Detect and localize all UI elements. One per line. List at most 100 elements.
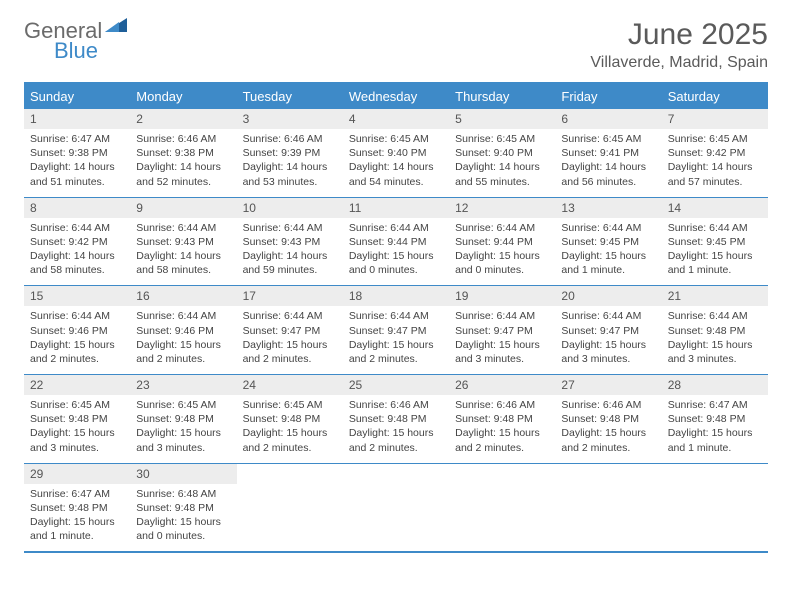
day-cell: 2Sunrise: 6:46 AMSunset: 9:38 PMDaylight…: [130, 109, 236, 197]
day-cell: 26Sunrise: 6:46 AMSunset: 9:48 PMDayligh…: [449, 375, 555, 463]
day-cell: 17Sunrise: 6:44 AMSunset: 9:47 PMDayligh…: [237, 286, 343, 374]
logo-word-2: Blue: [54, 38, 127, 64]
day-cell: 28Sunrise: 6:47 AMSunset: 9:48 PMDayligh…: [662, 375, 768, 463]
day-body: Sunrise: 6:44 AMSunset: 9:44 PMDaylight:…: [343, 218, 449, 286]
week-row: 1Sunrise: 6:47 AMSunset: 9:38 PMDaylight…: [24, 109, 768, 198]
sunrise-text: Sunrise: 6:45 AM: [668, 132, 762, 146]
daylight-text: Daylight: 15 hours and 2 minutes.: [30, 338, 124, 366]
sunrise-text: Sunrise: 6:44 AM: [30, 221, 124, 235]
day-cell: 8Sunrise: 6:44 AMSunset: 9:42 PMDaylight…: [24, 198, 130, 286]
day-body: Sunrise: 6:46 AMSunset: 9:48 PMDaylight:…: [449, 395, 555, 463]
day-number: 29: [24, 464, 130, 484]
day-number: 26: [449, 375, 555, 395]
day-cell: [449, 464, 555, 552]
logo-text: General Blue: [24, 18, 127, 64]
day-cell: 5Sunrise: 6:45 AMSunset: 9:40 PMDaylight…: [449, 109, 555, 197]
sunrise-text: Sunrise: 6:46 AM: [349, 398, 443, 412]
sunrise-text: Sunrise: 6:44 AM: [136, 221, 230, 235]
sunrise-text: Sunrise: 6:44 AM: [136, 309, 230, 323]
day-cell: 15Sunrise: 6:44 AMSunset: 9:46 PMDayligh…: [24, 286, 130, 374]
day-body: Sunrise: 6:45 AMSunset: 9:48 PMDaylight:…: [24, 395, 130, 463]
day-cell: 12Sunrise: 6:44 AMSunset: 9:44 PMDayligh…: [449, 198, 555, 286]
sunset-text: Sunset: 9:48 PM: [668, 324, 762, 338]
day-cell: 10Sunrise: 6:44 AMSunset: 9:43 PMDayligh…: [237, 198, 343, 286]
day-number: 30: [130, 464, 236, 484]
day-cell: 13Sunrise: 6:44 AMSunset: 9:45 PMDayligh…: [555, 198, 661, 286]
day-number: 9: [130, 198, 236, 218]
sunset-text: Sunset: 9:39 PM: [243, 146, 337, 160]
day-number: 17: [237, 286, 343, 306]
daylight-text: Daylight: 15 hours and 0 minutes.: [455, 249, 549, 277]
day-cell: 6Sunrise: 6:45 AMSunset: 9:41 PMDaylight…: [555, 109, 661, 197]
day-number: 10: [237, 198, 343, 218]
logo-triangle-icon: [105, 18, 127, 32]
sunset-text: Sunset: 9:41 PM: [561, 146, 655, 160]
day-number: 7: [662, 109, 768, 129]
day-cell: 22Sunrise: 6:45 AMSunset: 9:48 PMDayligh…: [24, 375, 130, 463]
daylight-text: Daylight: 15 hours and 2 minutes.: [455, 426, 549, 454]
sunset-text: Sunset: 9:48 PM: [349, 412, 443, 426]
sunset-text: Sunset: 9:48 PM: [668, 412, 762, 426]
sunrise-text: Sunrise: 6:45 AM: [243, 398, 337, 412]
day-number: 1: [24, 109, 130, 129]
sunrise-text: Sunrise: 6:44 AM: [349, 309, 443, 323]
day-header: Wednesday: [343, 84, 449, 109]
day-body: Sunrise: 6:45 AMSunset: 9:40 PMDaylight:…: [343, 129, 449, 197]
day-cell: 25Sunrise: 6:46 AMSunset: 9:48 PMDayligh…: [343, 375, 449, 463]
day-cell: 24Sunrise: 6:45 AMSunset: 9:48 PMDayligh…: [237, 375, 343, 463]
week-row: 29Sunrise: 6:47 AMSunset: 9:48 PMDayligh…: [24, 464, 768, 554]
day-cell: 20Sunrise: 6:44 AMSunset: 9:47 PMDayligh…: [555, 286, 661, 374]
sunrise-text: Sunrise: 6:47 AM: [30, 132, 124, 146]
sunrise-text: Sunrise: 6:45 AM: [30, 398, 124, 412]
day-cell: 29Sunrise: 6:47 AMSunset: 9:48 PMDayligh…: [24, 464, 130, 552]
sunrise-text: Sunrise: 6:44 AM: [243, 221, 337, 235]
day-number: 15: [24, 286, 130, 306]
daylight-text: Daylight: 15 hours and 3 minutes.: [455, 338, 549, 366]
day-body: Sunrise: 6:45 AMSunset: 9:40 PMDaylight:…: [449, 129, 555, 197]
day-cell: 23Sunrise: 6:45 AMSunset: 9:48 PMDayligh…: [130, 375, 236, 463]
weeks-container: 1 Sunrise: 6:47 AM Sunset: 9:38 PM Daylight…: [24, 109, 768, 553]
sunset-text: Sunset: 9:48 PM: [455, 412, 549, 426]
day-cell: 16Sunrise: 6:44 AMSunset: 9:46 PMDayligh…: [130, 286, 236, 374]
day-number: 18: [343, 286, 449, 306]
day-body: Sunrise: 6:48 AMSunset: 9:48 PMDaylight:…: [130, 484, 236, 552]
daylight-text: Daylight: 15 hours and 3 minutes.: [561, 338, 655, 366]
day-body: Sunrise: 6:45 AMSunset: 9:42 PMDaylight:…: [662, 129, 768, 197]
daylight-text: Daylight: 15 hours and 2 minutes.: [243, 426, 337, 454]
daylight-text: Daylight: 15 hours and 2 minutes.: [136, 338, 230, 366]
sunset-text: Sunset: 9:42 PM: [30, 235, 124, 249]
sunset-text: Sunset: 9:38 PM: [136, 146, 230, 160]
day-cell: 14Sunrise: 6:44 AMSunset: 9:45 PMDayligh…: [662, 198, 768, 286]
sunrise-text: Sunrise: 6:45 AM: [136, 398, 230, 412]
day-number: 13: [555, 198, 661, 218]
daylight-text: Daylight: 15 hours and 2 minutes.: [349, 338, 443, 366]
sunrise-text: Sunrise: 6:44 AM: [668, 309, 762, 323]
sunrise-text: Sunrise: 6:44 AM: [455, 221, 549, 235]
daylight-text: Daylight: 15 hours and 3 minutes.: [136, 426, 230, 454]
day-number: 4: [343, 109, 449, 129]
sunrise-text: Sunrise: 6:44 AM: [561, 221, 655, 235]
daylight-text: Daylight: 14 hours and 59 minutes.: [243, 249, 337, 277]
day-number: 24: [237, 375, 343, 395]
day-cell: 18Sunrise: 6:44 AMSunset: 9:47 PMDayligh…: [343, 286, 449, 374]
day-body: Sunrise: 6:46 AMSunset: 9:48 PMDaylight:…: [343, 395, 449, 463]
daylight-text: Daylight: 15 hours and 0 minutes.: [136, 515, 230, 543]
day-cell: 3Sunrise: 6:46 AMSunset: 9:39 PMDaylight…: [237, 109, 343, 197]
sunset-text: Sunset: 9:47 PM: [455, 324, 549, 338]
day-body: Sunrise: 6:44 AMSunset: 9:43 PMDaylight:…: [130, 218, 236, 286]
sunset-text: Sunset: 9:46 PM: [136, 324, 230, 338]
day-cell: 19Sunrise: 6:44 AMSunset: 9:47 PMDayligh…: [449, 286, 555, 374]
sunset-text: Sunset: 9:47 PM: [243, 324, 337, 338]
sunrise-text: Sunrise: 6:48 AM: [136, 487, 230, 501]
day-header: Saturday: [662, 84, 768, 109]
daylight-text: Daylight: 15 hours and 1 minute.: [668, 426, 762, 454]
day-cell: 21Sunrise: 6:44 AMSunset: 9:48 PMDayligh…: [662, 286, 768, 374]
sunrise-text: Sunrise: 6:44 AM: [243, 309, 337, 323]
sunrise-text: Sunrise: 6:44 AM: [30, 309, 124, 323]
sunset-text: Sunset: 9:48 PM: [561, 412, 655, 426]
daylight-text: Daylight: 15 hours and 1 minute.: [668, 249, 762, 277]
day-body: Sunrise: 6:44 AMSunset: 9:43 PMDaylight:…: [237, 218, 343, 286]
day-cell: 27Sunrise: 6:46 AMSunset: 9:48 PMDayligh…: [555, 375, 661, 463]
day-number: 28: [662, 375, 768, 395]
sunset-text: Sunset: 9:43 PM: [243, 235, 337, 249]
